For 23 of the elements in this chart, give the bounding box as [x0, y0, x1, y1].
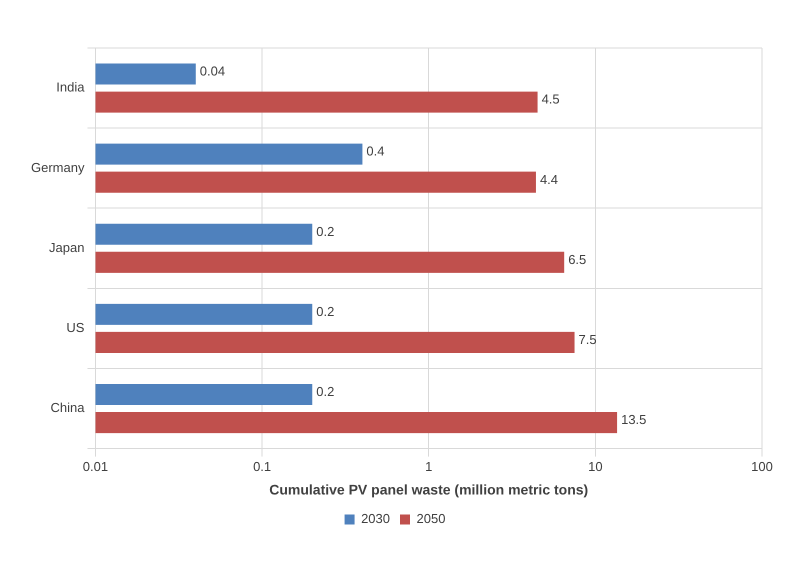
x-tick-label: 10 — [588, 458, 603, 474]
x-tick-label: 0.01 — [82, 458, 108, 474]
data-label: 4.4 — [540, 172, 558, 187]
y-tick-label: India — [56, 80, 86, 95]
data-label: 13.5 — [621, 412, 646, 428]
y-tick-label: US — [66, 320, 85, 335]
legend-label: 2030 — [361, 511, 390, 526]
x-tick-label: 1 — [425, 458, 432, 474]
x-axis-title: Cumulative PV panel waste (million metric tons) — [269, 481, 588, 498]
data-label: 0.04 — [200, 64, 226, 79]
x-tick-label: 100 — [751, 458, 773, 474]
data-label: 0.2 — [316, 224, 334, 239]
data-label: 0.2 — [316, 384, 334, 400]
x-tick-label: 0.1 — [253, 458, 272, 474]
data-label: 0.4 — [366, 144, 384, 159]
y-tick-label: China — [50, 400, 86, 416]
data-label: 7.5 — [578, 332, 597, 348]
y-tick-label: Germany — [30, 160, 85, 175]
data-label: 4.5 — [542, 92, 560, 107]
data-label: 6.5 — [568, 252, 586, 267]
y-tick-label: Japan — [49, 240, 84, 255]
data-label: 0.2 — [316, 304, 334, 319]
legend-label: 2050 — [416, 511, 446, 526]
